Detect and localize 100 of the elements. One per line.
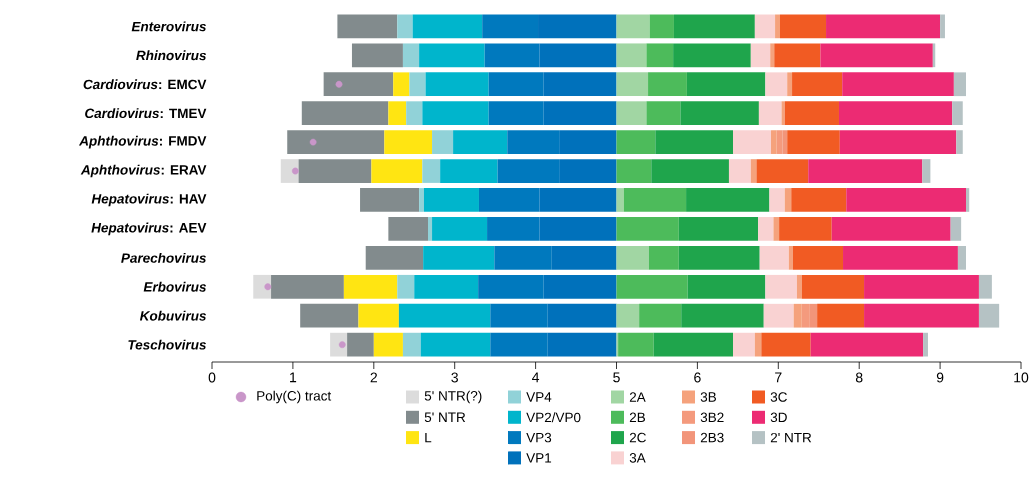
bar (646, 101, 681, 126)
bar (402, 43, 420, 68)
bar (616, 72, 649, 97)
bar (978, 274, 992, 299)
bar (616, 303, 640, 328)
bar (842, 72, 954, 97)
bar (423, 188, 479, 212)
bar (956, 130, 963, 154)
bar (616, 274, 688, 299)
bar (646, 43, 674, 68)
bar (432, 130, 454, 154)
bar (406, 101, 423, 126)
legend-label: L (425, 432, 432, 443)
bar (616, 130, 656, 154)
bar (838, 101, 953, 126)
bar (686, 72, 766, 97)
bar (750, 159, 757, 183)
bar (940, 14, 945, 39)
point (338, 341, 346, 349)
x-tick-label: 9 (936, 372, 944, 383)
point (309, 138, 317, 146)
bar (770, 43, 775, 68)
x-tick-label: 5 (613, 372, 620, 383)
bar (759, 245, 789, 270)
bar (360, 188, 420, 212)
bar (343, 274, 398, 299)
bar (775, 14, 780, 39)
point (264, 283, 272, 291)
x-tick-label: 8 (855, 372, 863, 383)
x-tick-label: 7 (775, 372, 782, 383)
y-tick-label: Enterovirus (131, 21, 206, 32)
bar (397, 274, 415, 299)
bar (750, 43, 771, 68)
bar (298, 159, 372, 183)
point (335, 80, 343, 88)
y-tick-label: Parechovirus (121, 252, 206, 263)
y-tick-label: Teschovirus (128, 339, 206, 350)
bar (765, 72, 788, 97)
bar (616, 217, 679, 241)
bar (673, 14, 755, 39)
x-tick-label: 2 (370, 372, 377, 383)
bar (300, 303, 359, 328)
bar (792, 245, 844, 270)
bar (831, 217, 951, 241)
bar (393, 72, 410, 97)
bar (365, 245, 424, 270)
y-tick-label: Aphthovirus: FMDV (78, 135, 207, 149)
bar (784, 101, 839, 126)
bar (686, 188, 770, 212)
bar (616, 245, 649, 270)
bar (761, 332, 811, 357)
bar (423, 245, 495, 270)
bar (952, 101, 963, 126)
bar (801, 274, 865, 299)
x-tick-label: 3 (451, 372, 458, 383)
bar (796, 274, 802, 299)
bar (616, 159, 652, 183)
bar (414, 274, 479, 299)
legend-label: 3B2 (700, 412, 724, 423)
bar (733, 130, 772, 154)
bar (820, 43, 933, 68)
bar (846, 188, 966, 212)
bar (388, 101, 407, 126)
bar (398, 303, 491, 328)
x-tick-label: 0 (208, 372, 216, 383)
y-tick-label: Hepatovirus: HAV (91, 193, 207, 207)
bar (754, 14, 776, 39)
bar (758, 217, 774, 241)
bar (728, 159, 751, 183)
bar (616, 43, 647, 68)
bar (351, 43, 403, 68)
bar (774, 43, 821, 68)
bar (371, 159, 423, 183)
legend-label: 3C (770, 392, 787, 402)
bar (419, 188, 424, 212)
bar (792, 72, 843, 97)
bar (754, 332, 762, 357)
bar (787, 72, 793, 97)
bar (616, 101, 647, 126)
bar (347, 332, 374, 357)
legend-label: Poly(C) tract (257, 390, 332, 404)
bar (358, 303, 399, 328)
bar (781, 101, 785, 126)
y-tick-label: Hepatovirus: AEV (91, 222, 207, 236)
y-tick-label: Rhinovirus (136, 50, 207, 61)
bar (287, 130, 385, 154)
x-tick-label: 10 (1014, 372, 1029, 383)
bar (425, 72, 489, 97)
legend-label: VP1 (526, 453, 552, 463)
legend-label: VP4 (526, 392, 552, 402)
bar (337, 14, 398, 39)
bar (763, 303, 794, 328)
bar (922, 159, 931, 183)
legend-label: 2C (629, 432, 646, 443)
bar (373, 332, 403, 357)
bar (787, 130, 840, 154)
bar (402, 332, 421, 357)
bar (428, 217, 433, 241)
bar (864, 274, 979, 299)
legend-label: 2A (629, 392, 646, 402)
